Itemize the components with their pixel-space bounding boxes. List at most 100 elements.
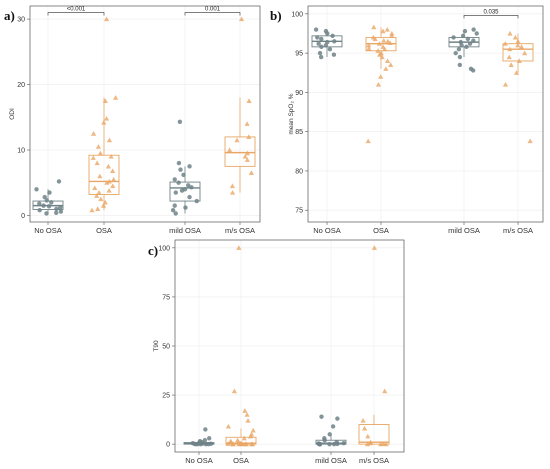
data-point: [42, 194, 47, 200]
data-point: [95, 206, 101, 211]
data-point: [44, 211, 49, 216]
x-tick-label: m/s OSA: [503, 226, 533, 235]
data-point: [457, 54, 463, 60]
data-point: [459, 43, 464, 48]
data-point: [460, 33, 466, 39]
data-point: [319, 414, 324, 419]
box-iqr: [169, 181, 201, 202]
data-point: [187, 194, 192, 200]
data-point: [206, 436, 212, 441]
data-point: [95, 144, 102, 149]
data-point: [512, 34, 518, 40]
data-point: [318, 54, 324, 60]
y-tick-label: 95: [295, 51, 303, 58]
data-point: [58, 209, 64, 214]
data-point: [388, 62, 394, 67]
data-point: [246, 134, 252, 139]
box-mild-osa: [448, 27, 480, 73]
data-point: [317, 441, 322, 447]
p-value-label: 0.001: [205, 7, 221, 13]
data-point: [110, 168, 116, 174]
data-point: [367, 440, 373, 446]
data-point: [102, 98, 108, 103]
data-point: [464, 44, 469, 50]
plot-frame: [29, 5, 261, 223]
y-tick-label: 0: [21, 213, 25, 220]
box-mild-osa: [315, 414, 347, 447]
x-tick-label: No OSA: [313, 226, 341, 235]
data-point: [198, 441, 203, 447]
data-point: [113, 95, 119, 100]
box-iqr: [88, 154, 120, 195]
data-point: [387, 40, 393, 45]
data-point: [316, 41, 321, 46]
data-point: [250, 427, 256, 433]
y-axis-label: T90: [153, 340, 160, 352]
data-point: [234, 137, 240, 143]
data-point: [101, 119, 107, 125]
data-point: [313, 27, 319, 32]
data-point: [376, 52, 383, 57]
data-point: [44, 198, 49, 203]
data-point: [322, 438, 327, 443]
data-point: [56, 179, 62, 184]
significance-bracket: 0.035: [463, 9, 519, 19]
y-tick-label: 10: [17, 147, 25, 154]
data-point: [465, 36, 471, 42]
data-point: [248, 441, 255, 447]
data-point: [34, 187, 39, 192]
data-point: [389, 33, 395, 38]
data-point: [106, 178, 112, 184]
data-point: [330, 33, 335, 39]
data-point: [325, 31, 330, 36]
data-point: [371, 245, 377, 250]
data-point: [331, 52, 337, 57]
data-point: [331, 441, 337, 447]
box-osa: [225, 245, 257, 447]
data-point: [229, 183, 236, 189]
data-point: [502, 81, 509, 87]
data-point: [365, 433, 371, 439]
panel-letter: c): [148, 243, 158, 258]
data-point: [378, 74, 384, 79]
data-point: [227, 147, 233, 153]
y-axis-label: ODI: [9, 108, 16, 120]
data-point: [189, 185, 194, 190]
data-point: [106, 187, 112, 193]
data-point: [203, 427, 208, 432]
data-point: [375, 81, 382, 87]
data-point: [177, 119, 183, 125]
data-point: [527, 138, 533, 144]
box-iqr: [224, 136, 256, 167]
data-point: [467, 41, 473, 46]
data-point: [327, 441, 332, 447]
data-point: [327, 432, 332, 437]
data-point: [365, 138, 371, 144]
data-point: [335, 441, 340, 447]
x-tick-label: No OSA: [185, 456, 213, 465]
data-point: [103, 115, 110, 121]
bracket-line: [463, 15, 519, 19]
data-point: [522, 50, 528, 56]
data-point: [507, 46, 513, 52]
x-tick-label: No OSA: [34, 226, 62, 235]
data-point: [502, 41, 508, 46]
data-point: [239, 441, 245, 447]
data-point: [248, 170, 254, 175]
data-point: [94, 193, 100, 198]
y-tick-label: 85: [295, 129, 303, 136]
significance-bracket: 0.001: [184, 7, 241, 16]
data-point: [244, 412, 250, 417]
data-point: [230, 441, 236, 447]
data-point: [327, 47, 333, 52]
data-point: [176, 160, 182, 166]
data-point: [319, 44, 324, 50]
box-m-s-osa: [502, 30, 534, 144]
box-no-osa: [183, 427, 215, 447]
data-point: [108, 153, 114, 159]
data-point: [111, 176, 117, 182]
data-point: [335, 416, 340, 421]
data-point: [453, 50, 458, 56]
panel-letter: a): [4, 8, 15, 23]
